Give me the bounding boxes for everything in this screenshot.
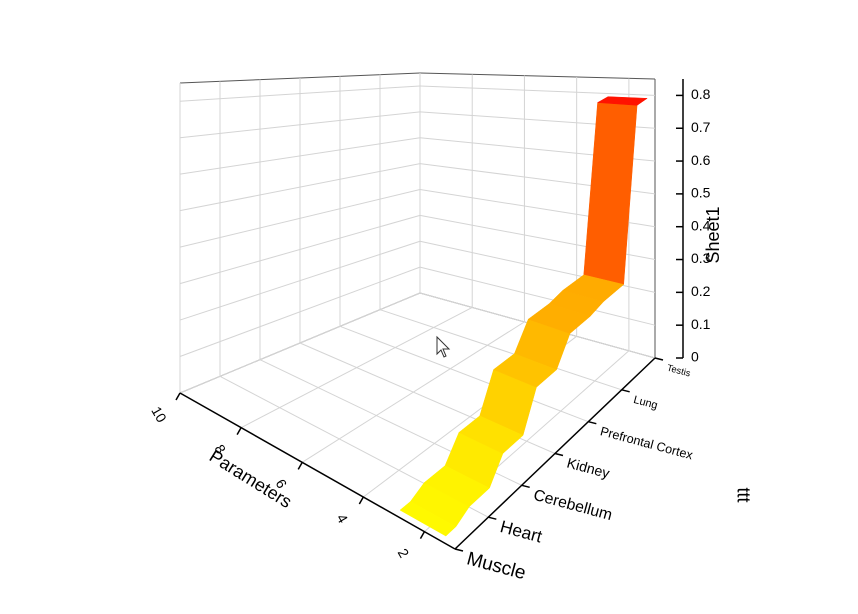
x-tick-label: 2 [395, 546, 413, 561]
x-tick [419, 531, 426, 540]
y-tick [521, 484, 530, 489]
ribbon-plateau [527, 303, 591, 334]
grid-line [379, 309, 622, 391]
grid-line [179, 163, 421, 212]
ribbon-plateau [562, 274, 625, 302]
y-tick [554, 452, 564, 457]
grid-line [419, 85, 656, 96]
grid-line [419, 266, 656, 326]
x-tick-label: 10 [148, 404, 170, 426]
grid-line [179, 111, 421, 139]
cursor [436, 335, 451, 358]
y-tick [621, 389, 630, 393]
grid-line [339, 325, 589, 423]
grid-line [179, 266, 421, 357]
y-tick-label: Lung [632, 394, 659, 412]
y-tick-label: Cerebellum [532, 487, 614, 524]
x-axis [179, 392, 456, 550]
z-tick-label: 0.3 [691, 250, 711, 266]
z-tick-label: 0 [691, 349, 699, 365]
grid-line [179, 292, 421, 394]
grid-line [179, 137, 421, 175]
ribbon-plateau [399, 501, 457, 537]
grid-line [179, 214, 421, 285]
grid-line [179, 240, 421, 321]
x-tick [175, 392, 181, 401]
z-tick-label: 0.2 [691, 283, 711, 299]
y-tick [654, 357, 664, 361]
z-tick-label: 0.1 [691, 316, 711, 332]
ribbon-plateau [596, 96, 648, 106]
y-tick-label: Heart [498, 516, 544, 546]
ribbon-plateau [493, 353, 558, 388]
y-tick [488, 516, 497, 520]
y-tick-label: Kidney [565, 456, 612, 483]
x-tick-label: 4 [334, 511, 352, 526]
x-tick [236, 427, 242, 436]
z-tick-label: 0.7 [691, 119, 711, 135]
grid-line [179, 85, 421, 102]
box-edge [419, 72, 656, 80]
y-axis-title: ttt [733, 487, 753, 502]
grid-line [179, 188, 421, 248]
z-tick-label: 0.4 [691, 217, 711, 233]
x-tick [297, 461, 303, 470]
y-tick-label: Prefrontal Cortex [599, 424, 695, 462]
ribbon-plateau [458, 415, 524, 454]
z-axis-title: Sheet1 [703, 206, 723, 263]
y-tick-label: Muscle [464, 548, 528, 584]
ribbon [399, 96, 648, 537]
y-tick-label: Testis [666, 362, 692, 379]
z-tick-label: 0.6 [691, 152, 711, 168]
y-tick [588, 420, 597, 425]
ribbon-plateau [423, 465, 490, 507]
y-tick [454, 548, 464, 552]
z-tick-label: 0.5 [691, 185, 711, 201]
z-tick-label: 0.8 [691, 86, 711, 102]
x-tick [358, 496, 364, 505]
